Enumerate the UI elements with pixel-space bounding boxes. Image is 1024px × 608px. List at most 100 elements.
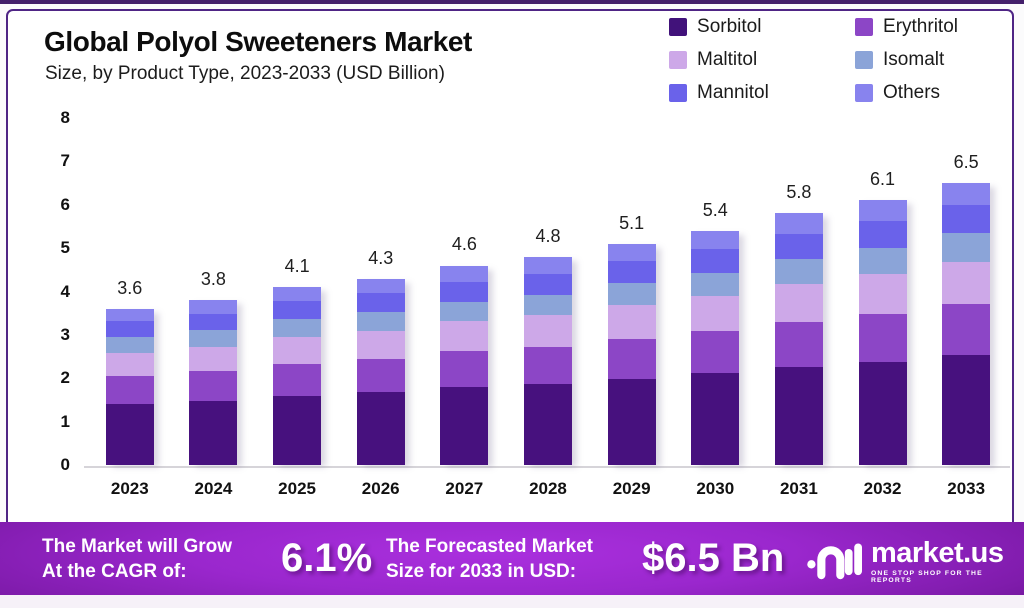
bar-segment-others [105, 308, 154, 322]
legend-label: Maltitol [697, 49, 758, 70]
legend-item-isomalt: Isomalt [855, 49, 958, 71]
bar-segment-others [858, 200, 907, 222]
bar-segment-erythritol [105, 376, 154, 405]
bar-segment-erythritol [774, 321, 823, 367]
marketus-logo-textblock: market.us ONE STOP SHOP FOR THE REPORTS [871, 538, 1024, 584]
legend: Sorbitol Erythritol Maltitol Isomalt Mannito… [669, 16, 958, 104]
forecast-label-line2: Size for 2033 in USD: [386, 561, 577, 582]
cagr-label: The Market will Grow At the CAGR of: [42, 534, 232, 584]
bar-segment-isomalt [273, 318, 322, 337]
marketus-logo-tagline: ONE STOP SHOP FOR THE REPORTS [871, 569, 983, 584]
bar-segment-maltitol [105, 352, 154, 377]
x-axis-tick-label: 2028 [529, 479, 567, 498]
x-axis-tick-label: 2027 [445, 479, 484, 498]
bar-segment-sorbitol [942, 354, 991, 465]
legend-swatch-icon [855, 18, 874, 36]
bar-segment-erythritol [356, 358, 405, 393]
x-axis-tick-label: 2026 [361, 479, 400, 498]
bar-total-label: 5.1 [619, 212, 645, 233]
bar-segment-maltitol [774, 284, 823, 322]
y-axis-tick-label: 6 [60, 194, 70, 214]
bar-segment-erythritol [607, 338, 656, 379]
bar-segment-isomalt [440, 301, 489, 322]
bar-segment-others [691, 230, 740, 250]
legend-item-others: Others [855, 82, 958, 104]
x-axis-tick-label: 2029 [612, 479, 651, 498]
y-axis-tick-label: 2 [60, 368, 70, 388]
bar-2033 [942, 183, 991, 465]
bar-segment-sorbitol [858, 361, 907, 465]
legend-label: Others [883, 82, 941, 103]
bar-2030 [691, 230, 740, 465]
bar-2023 [105, 308, 154, 465]
bar-segment-maltitol [440, 321, 489, 352]
bottom-strip [0, 595, 1024, 608]
x-axis-tick-label: 2023 [110, 479, 149, 498]
bar-segment-maltitol [607, 305, 656, 339]
x-axis-tick-label: 2025 [278, 479, 316, 498]
bar-total-label: 4.3 [368, 247, 394, 268]
bar-segment-others [942, 183, 991, 206]
bar-segment-mannitol [607, 261, 656, 284]
bar-segment-erythritol [273, 363, 322, 396]
bar-segment-isomalt [774, 258, 823, 285]
bar-segment-sorbitol [524, 383, 572, 465]
y-axis-tick-label: 7 [60, 151, 70, 171]
bar-segment-mannitol [858, 221, 907, 248]
bar-segment-sorbitol [691, 373, 740, 465]
bar-segment-isomalt [524, 294, 572, 316]
marketus-logo: market.us ONE STOP SHOP FOR THE REPORTS [806, 535, 1024, 586]
legend-item-mannitol: Mannitol [669, 82, 827, 104]
bar-segment-isomalt [607, 283, 656, 306]
bar-segment-erythritol [524, 346, 572, 384]
bar-total-label: 4.8 [535, 225, 561, 246]
legend-swatch-icon [855, 51, 874, 69]
legend-item-sorbitol: Sorbitol [669, 16, 827, 38]
bar-segment-maltitol [858, 274, 907, 315]
bar-segment-mannitol [691, 249, 740, 273]
chart-card [6, 9, 1014, 595]
bar-total-label: 6.1 [870, 169, 896, 190]
bar-segment-isomalt [942, 233, 991, 262]
bar-segment-mannitol [105, 321, 154, 338]
page-title: Global Polyol Sweeteners Market [44, 26, 472, 57]
bar-2031 [774, 213, 823, 465]
y-axis-tick-label: 4 [60, 281, 70, 301]
bar-segment-mannitol [440, 281, 489, 302]
bar-total-label: 4.6 [451, 234, 477, 255]
bar-segment-isomalt [691, 272, 740, 297]
footer-banner: The Market will Grow At the CAGR of: 6.1… [0, 522, 1024, 595]
y-axis-tick-label: 0 [60, 455, 70, 474]
bar-segment-mannitol [774, 233, 823, 259]
bar-segment-sorbitol [105, 404, 154, 465]
legend-label: Mannitol [697, 82, 769, 103]
bar-segment-mannitol [524, 273, 572, 295]
bar-segment-others [440, 265, 489, 282]
bar-2032 [858, 200, 907, 465]
bar-segment-others [273, 287, 322, 302]
bar-segment-others [356, 278, 405, 294]
bar-segment-sorbitol [607, 378, 656, 465]
x-axis-tick-label: 2032 [863, 479, 902, 498]
bar-segment-maltitol [273, 336, 322, 364]
x-axis-line [84, 466, 1010, 468]
bar-segment-isomalt [189, 330, 238, 347]
bar-segment-mannitol [356, 293, 405, 312]
cagr-label-line2: At the CAGR of: [42, 561, 187, 582]
legend-swatch-icon [669, 84, 688, 102]
bar-total-label: 3.6 [117, 277, 143, 298]
legend-label: Sorbitol [697, 16, 762, 37]
bar-segment-isomalt [105, 337, 154, 353]
bar-segment-mannitol [189, 313, 238, 331]
x-axis-tick-label: 2024 [194, 479, 233, 498]
cagr-label-line1: The Market will Grow [42, 536, 233, 557]
bar-total-label: 6.5 [953, 152, 979, 173]
legend-item-maltitol: Maltitol [669, 49, 827, 71]
forecast-label: The Forecasted Market Size for 2033 in U… [386, 534, 593, 584]
bar-segment-sorbitol [774, 366, 823, 465]
y-axis-tick-label: 8 [60, 108, 70, 127]
bar-segment-others [189, 300, 238, 314]
bar-segment-mannitol [942, 205, 991, 234]
bar-segment-erythritol [942, 304, 991, 355]
legend-item-erythritol: Erythritol [855, 16, 958, 38]
